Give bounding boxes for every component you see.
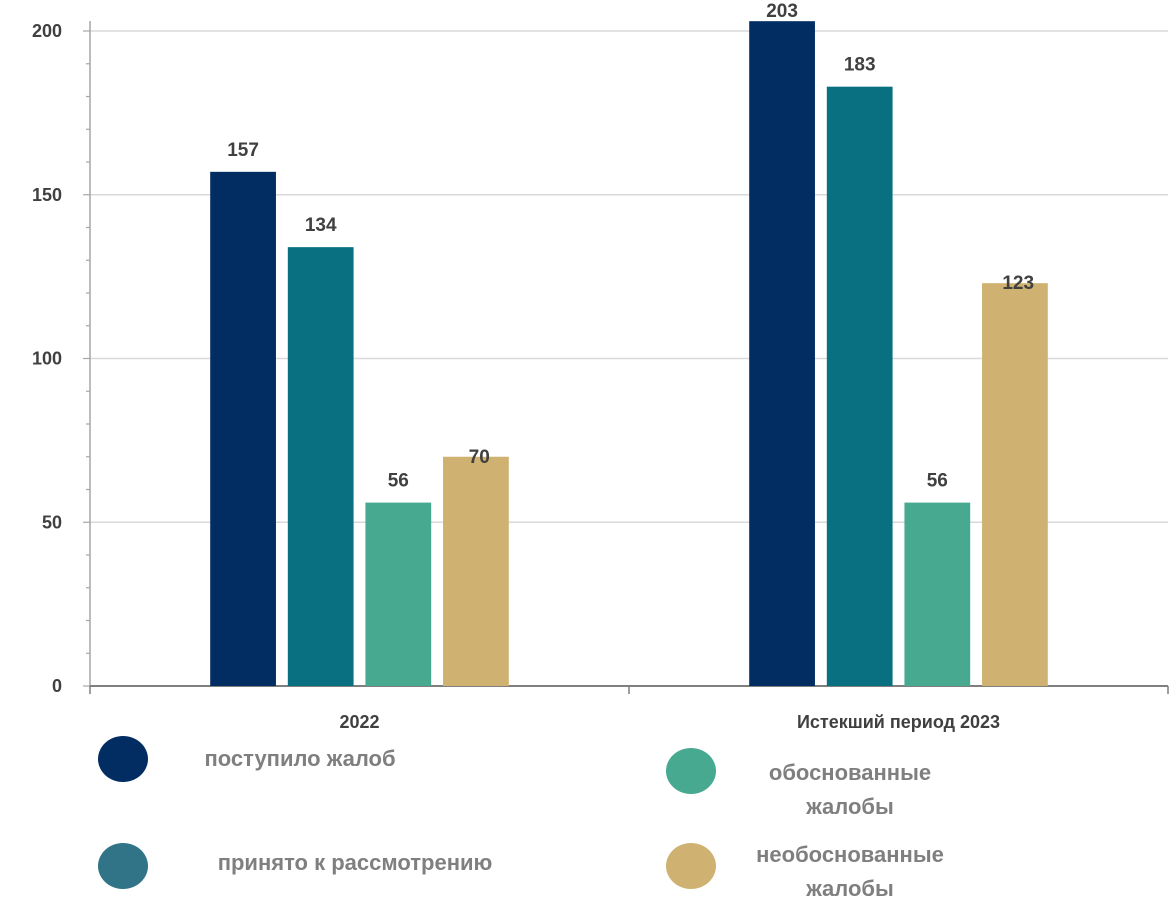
bar (826, 86, 893, 687)
y-tick-label: 100 (32, 349, 62, 369)
bar (443, 456, 509, 686)
bar (287, 247, 354, 686)
bar (904, 502, 971, 686)
bar (749, 21, 815, 687)
data-label: 157 (227, 140, 259, 161)
legend-label-justified-line2: жалобы (806, 794, 894, 819)
data-label: 123 (1002, 273, 1034, 294)
legend-label-unjustified-line1: необоснованные (756, 842, 944, 867)
data-label: 183 (844, 55, 876, 76)
data-label: 134 (305, 215, 337, 236)
legend-label-accepted: принято к рассмотрению (217, 850, 493, 875)
data-label: 70 (469, 447, 490, 468)
x-category-label: 2022 (339, 712, 379, 732)
y-tick-label: 0 (52, 676, 62, 696)
data-label: 56 (388, 471, 409, 492)
data-label: 56 (927, 471, 948, 492)
y-tick-label: 150 (32, 185, 62, 205)
legend-label-unjustified-line2: жалобы (806, 876, 894, 901)
y-tick-label: 200 (32, 21, 62, 41)
legend-swatch-justified (666, 748, 716, 794)
x-category-label: Истекший период 2023 (797, 712, 1000, 732)
bar (210, 171, 276, 686)
legend-swatch-accepted (98, 843, 148, 889)
data-label: 203 (766, 1, 798, 22)
legend-swatch-received (98, 736, 148, 782)
bar (982, 283, 1048, 686)
legend-label-received: поступило жалоб (204, 746, 396, 771)
y-tick-label: 50 (42, 512, 62, 532)
legend-swatch-unjustified (666, 843, 716, 889)
bar (365, 502, 432, 686)
legend-label-justified-line1: обоснованные (768, 760, 932, 785)
